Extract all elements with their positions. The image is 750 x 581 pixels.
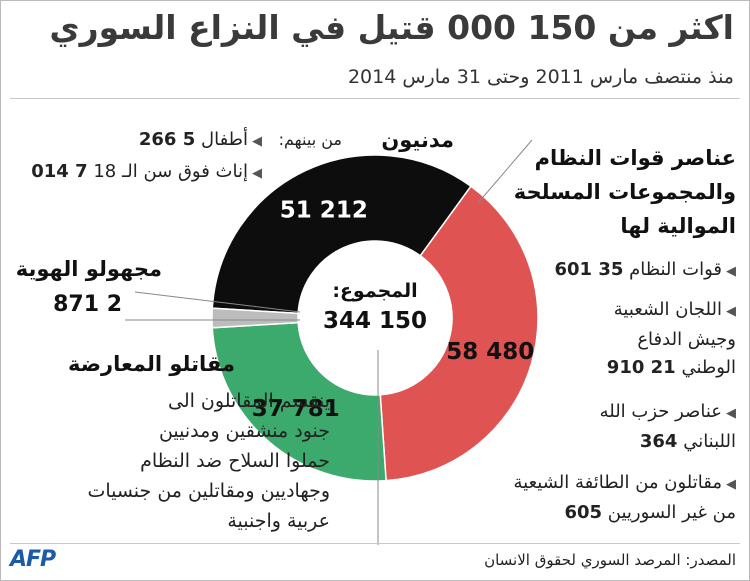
committees-line2: وجيش الدفاع <box>637 329 736 350</box>
shia-value: 605 <box>564 502 603 523</box>
civilians-heading: مدنيون <box>381 128 454 152</box>
forces-value: 35 601 <box>554 259 624 280</box>
hezbollah-line2: اللبناني <box>683 431 736 452</box>
slice-value-label: 37 781 <box>252 396 340 422</box>
total-label: المجموع: <box>332 280 418 302</box>
regime-heading: عناصر قوات النظام والمجموعات المسلحة الم… <box>514 141 736 243</box>
hezbollah-line1: عناصر حزب الله <box>599 401 722 422</box>
children-label: أطفال <box>201 129 248 150</box>
slice-value-label: 58 480 <box>446 339 534 365</box>
opposition-line5: عربية واجنبية <box>227 510 330 532</box>
committees-line3: الوطني <box>681 357 736 378</box>
opposition-line2: جنود منشقين ومدنيين <box>158 420 330 442</box>
women-label: إناث فوق سن الـ 18 <box>93 161 248 182</box>
total-value: 150 344 <box>322 308 428 334</box>
regime-hezbollah: ◀ عناصر حزب الله اللبناني 364 <box>600 398 736 456</box>
donut-slice <box>211 307 299 329</box>
opposition-line1: ينقسم المقاتلون الى <box>167 390 330 412</box>
divider-bottom <box>10 543 740 544</box>
arrow-icon: ◀ <box>726 304 736 319</box>
regime-forces: ◀ قوات النظام 35 601 <box>554 256 736 286</box>
civilians-women: ◀ إناث فوق سن الـ 18 7 014 <box>31 158 262 188</box>
donut-slice <box>211 321 387 482</box>
civilians-among-them: من بينهم: <box>278 130 342 149</box>
arrow-icon: ◀ <box>252 134 262 149</box>
shia-line2: من غير السوريين <box>607 502 736 523</box>
committees-value: 21 910 <box>606 357 676 378</box>
divider-top <box>10 98 740 99</box>
arrow-icon: ◀ <box>726 406 736 421</box>
arrow-icon: ◀ <box>252 166 262 181</box>
opposition-heading: مقاتلو المعارضة <box>68 352 235 376</box>
women-value: 7 014 <box>31 161 88 182</box>
regime-shia-fighters: ◀ مقاتلون من الطائفة الشيعية من غير السور… <box>514 469 736 527</box>
regime-heading-line2: والمجموعات المسلحة <box>513 180 736 204</box>
regime-committees: ◀ اللجان الشعبية وجيش الدفاع الوطني 21 91… <box>607 296 736 382</box>
regime-heading-line3: الموالية لها <box>620 214 736 238</box>
source-note: المصدر: المرصد السوري لحقوق الانسان <box>484 551 736 569</box>
unknown-heading: مجهولو الهوية <box>15 257 162 281</box>
unknown-value: 2 871 <box>53 292 122 317</box>
slice-value-label: 51 212 <box>280 197 368 223</box>
opposition-line4: وجهاديين ومقاتلين من جنسيات <box>87 480 330 502</box>
opposition-line3: حملوا السلاح ضد النظام <box>140 450 330 472</box>
civilians-children: ◀ أطفال 5 266 <box>139 126 262 156</box>
donut-slice <box>211 154 473 315</box>
leader-unknown-1 <box>134 291 301 313</box>
chart-title: اكثر من 150 000 قتيل في النزاع السوري <box>49 8 734 47</box>
children-value: 5 266 <box>138 129 196 150</box>
leader-regime <box>477 139 533 204</box>
donut-center: المجموع: 150 344 <box>300 280 450 334</box>
hezbollah-value: 364 <box>639 431 678 452</box>
committees-line1: اللجان الشعبية <box>613 299 722 320</box>
forces-label: قوات النظام <box>629 259 722 280</box>
donut-slice <box>379 185 539 482</box>
chart-subtitle: منذ منتصف مارس 2011 وحتى 31 مارس 2014 <box>347 66 734 88</box>
shia-line1: مقاتلون من الطائفة الشيعية <box>513 472 722 493</box>
arrow-icon: ◀ <box>726 264 736 279</box>
arrow-icon: ◀ <box>726 477 736 492</box>
opposition-description: ينقسم المقاتلون الى جنود منشقين ومدنيين … <box>87 386 330 536</box>
afp-logo: AFP <box>10 547 56 572</box>
regime-heading-line1: عناصر قوات النظام <box>534 146 736 170</box>
